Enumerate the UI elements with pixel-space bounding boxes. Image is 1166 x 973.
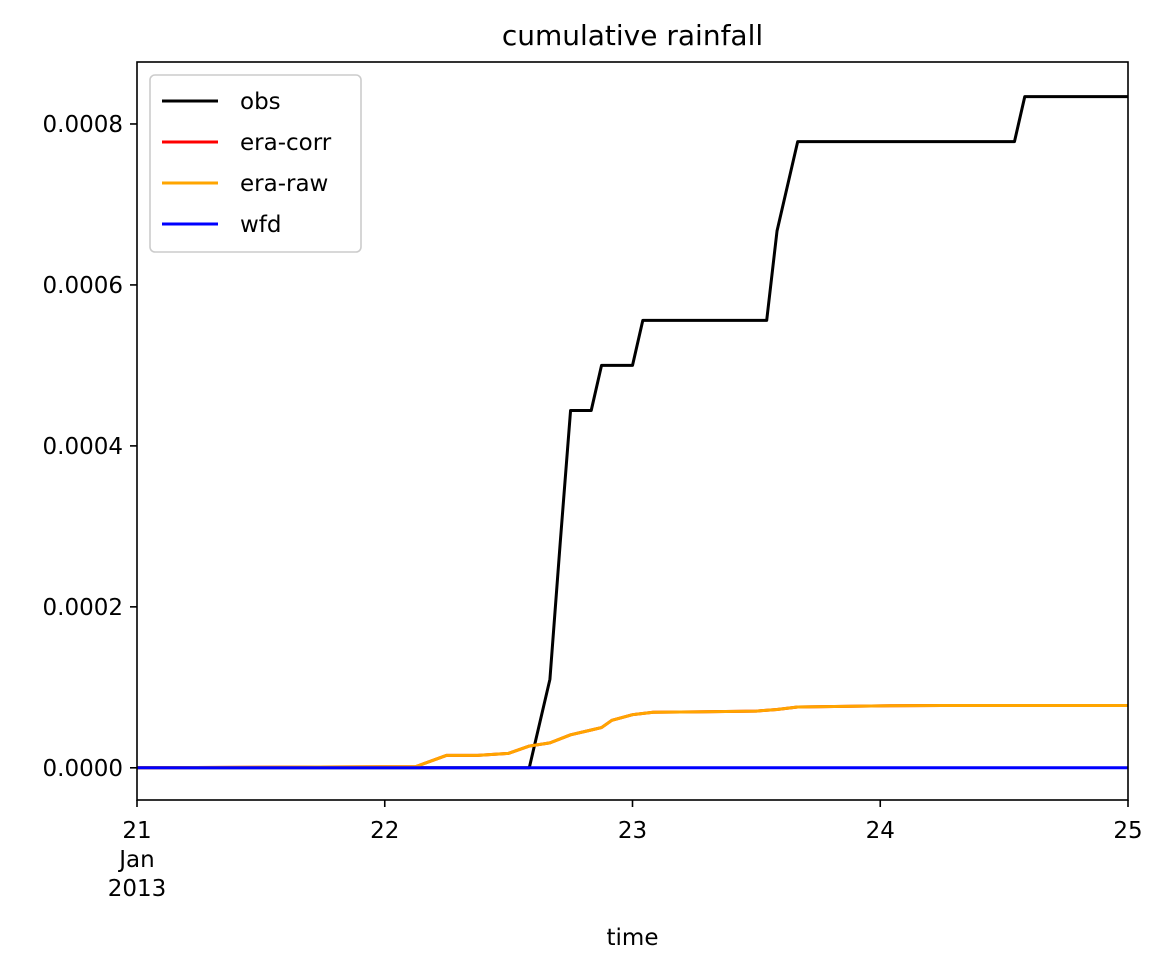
- y-tick-label: 0.0000: [43, 756, 123, 782]
- x-tick-label: 2013: [108, 876, 167, 902]
- x-tick-label: 24: [866, 818, 895, 844]
- y-axis: 0.0000 0.0002 0.0004 0.0006 0.0008: [43, 112, 137, 782]
- legend-label-era-corr: era-corr: [240, 130, 332, 156]
- legend-label-era-raw: era-raw: [240, 171, 328, 197]
- x-axis-label: time: [607, 925, 659, 951]
- x-tick-label: Jan: [117, 847, 154, 873]
- x-tick-label: 25: [1113, 818, 1142, 844]
- legend-label-wfd: wfd: [240, 212, 282, 238]
- plot-area: [137, 95, 1128, 770]
- legend: obs era-corr era-raw wfd: [149, 74, 362, 253]
- y-tick-label: 0.0006: [43, 273, 123, 299]
- x-tick-label: 22: [370, 818, 399, 844]
- legend-label-obs: obs: [240, 89, 281, 115]
- series-line-era-raw: [137, 703, 1128, 770]
- x-tick-label: 23: [618, 818, 647, 844]
- legend-box: [149, 74, 362, 253]
- x-tick-label: 21: [122, 818, 151, 844]
- y-tick-label: 0.0004: [43, 434, 123, 460]
- y-tick-label: 0.0008: [43, 112, 123, 138]
- y-tick-label: 0.0002: [43, 595, 123, 621]
- series-line-obs: [137, 95, 1128, 770]
- x-axis: 21 Jan 2013 22 23 24 25: [108, 800, 1143, 902]
- chart-title: cumulative rainfall: [502, 19, 763, 52]
